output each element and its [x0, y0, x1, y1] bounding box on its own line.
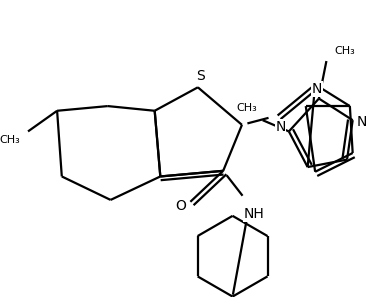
Text: O: O: [176, 200, 186, 214]
Text: CH₃: CH₃: [0, 135, 20, 145]
Text: N: N: [357, 115, 366, 129]
Text: CH₃: CH₃: [334, 46, 355, 56]
Text: S: S: [196, 69, 205, 83]
Text: CH₃: CH₃: [236, 103, 257, 113]
Text: NH: NH: [244, 207, 265, 221]
Text: N: N: [312, 82, 322, 96]
Text: N: N: [275, 120, 285, 134]
